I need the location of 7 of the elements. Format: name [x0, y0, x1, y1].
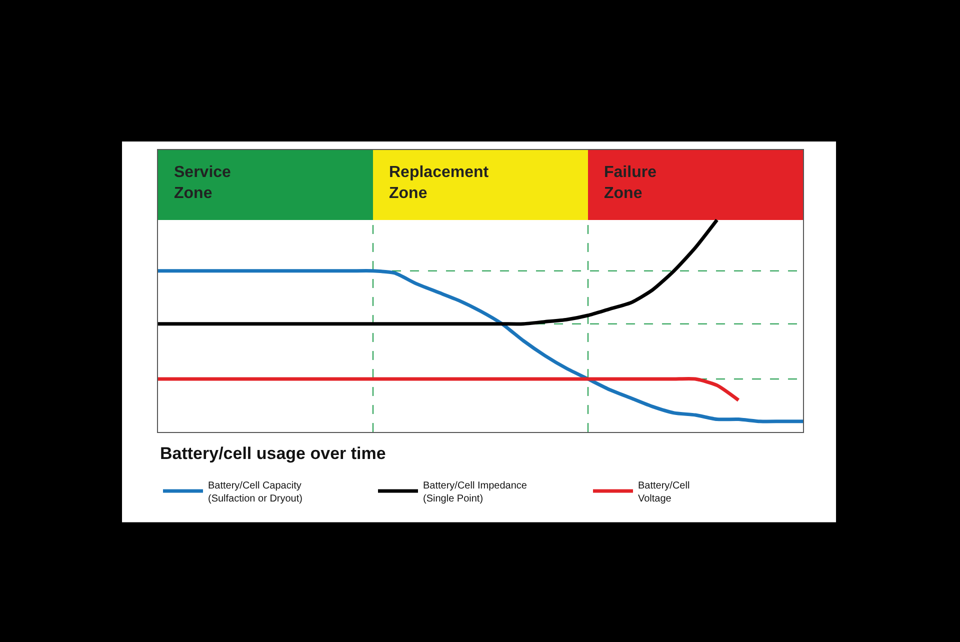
legend-label: Battery/Cell Voltage [638, 480, 690, 504]
x-axis-title: Battery/cell usage over time [160, 444, 386, 463]
text: Replacement Zone [389, 164, 490, 202]
text: Failure Zone [604, 164, 657, 202]
legend-label: Battery/Cell Impedance (Single Point) [423, 480, 528, 504]
legend-label: Battery/Cell Capacity (Sulfaction or Dryout) [208, 480, 302, 504]
text: Service Zone [174, 164, 232, 202]
